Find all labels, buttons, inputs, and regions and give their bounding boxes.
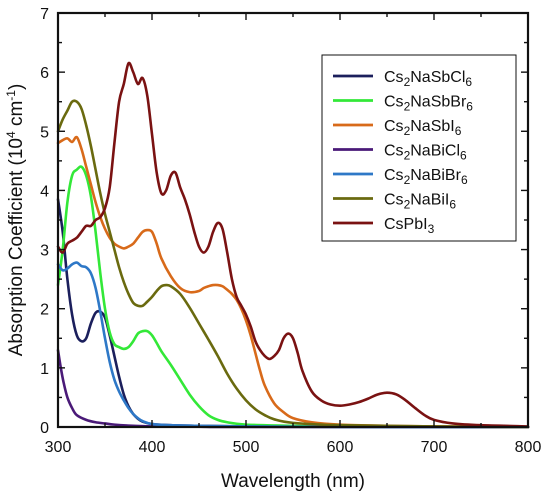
series-layer — [56, 61, 530, 429]
x-tick-labels: 300 400 500 600 700 800 — [45, 439, 542, 456]
y-tick-label: 4 — [40, 183, 49, 200]
y-tick-labels: 0 1 2 3 4 5 6 7 — [40, 6, 49, 437]
y-axis-title-main: Absorption Coefficient (10 — [6, 138, 27, 356]
legend: Cs2NaSbCl6 Cs2NaSbBr6 Cs2NaSbI6 Cs2NaBiCl6 C… — [321, 54, 517, 242]
y-axis-title-sup1: 4 — [4, 131, 18, 138]
y-tick-label: 1 — [40, 361, 49, 378]
x-tick-label: 600 — [327, 439, 354, 456]
y-tick-label: 3 — [40, 243, 49, 260]
legend-label: Cs2NaSbI6 — [384, 118, 462, 138]
series-line-cs2nabibr6 — [56, 261, 530, 429]
series-line-cspbi3 — [56, 61, 530, 428]
y-tick-label: 2 — [40, 302, 49, 319]
legend-label: Cs2NaBiBr6 — [384, 167, 468, 187]
y-axis-title-end: ) — [6, 84, 27, 90]
legend-label: Cs2NaSbBr6 — [384, 94, 473, 114]
legend-label: Cs2NaBiI6 — [384, 192, 456, 212]
x-tick-label: 300 — [45, 439, 72, 456]
x-axis-title: Wavelength (nm) — [221, 471, 365, 492]
series-line-cs2nabii6 — [56, 99, 530, 429]
y-axis-title-sup2: -1 — [4, 90, 18, 101]
legend-label: Cs2NaSbCl6 — [384, 69, 472, 89]
y-tick-label: 0 — [40, 420, 49, 437]
legend-label: Cs2NaBiCl6 — [384, 143, 467, 163]
x-tick-label: 800 — [515, 439, 542, 456]
legend-items: Cs2NaSbCl6 Cs2NaSbBr6 Cs2NaSbI6 Cs2NaBiCl6 C… — [333, 69, 473, 236]
legend-label: CsPbI3 — [384, 216, 435, 236]
ticks-layer — [57, 12, 529, 428]
y-axis-title-mid: cm — [6, 101, 27, 132]
x-tick-label: 400 — [139, 439, 166, 456]
legend-box — [321, 54, 517, 242]
y-tick-label: 5 — [40, 124, 49, 141]
y-axis-title: Absorption Coefficient (104 cm-1) — [4, 84, 27, 357]
x-tick-label: 500 — [233, 439, 260, 456]
series-line-cs2nasbbr6 — [56, 165, 530, 429]
y-tick-label: 6 — [40, 65, 49, 82]
series-line-cs2nasbi6 — [56, 135, 530, 429]
x-tick-label: 700 — [421, 439, 448, 456]
y-tick-label: 7 — [40, 6, 49, 23]
